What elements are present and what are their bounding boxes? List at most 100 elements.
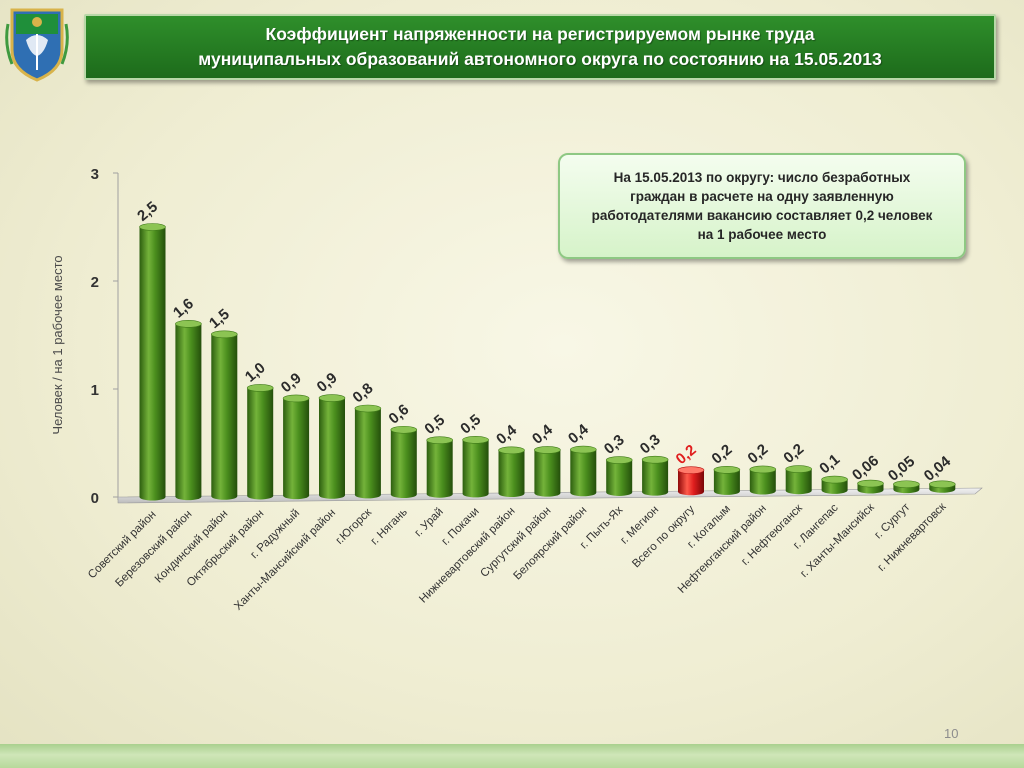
y-tick-label: 2 bbox=[91, 274, 99, 291]
title-line-1: Коэффициент напряженности на регистрируе… bbox=[265, 24, 815, 44]
bar bbox=[713, 465, 741, 495]
bar-body bbox=[606, 460, 633, 496]
bar-top bbox=[569, 445, 597, 454]
value-label: 1,6 bbox=[170, 295, 197, 321]
value-label: 0,1 bbox=[816, 451, 843, 477]
category-label: г. Нефтеюганск bbox=[739, 502, 805, 568]
value-label: 0,06 bbox=[849, 452, 882, 484]
bar-top bbox=[354, 404, 382, 413]
footer-strip bbox=[0, 744, 1024, 768]
bar-body bbox=[283, 398, 310, 500]
callout-line-3: работодателями вакансию составляет 0,2 ч… bbox=[591, 208, 933, 223]
bar-body bbox=[211, 334, 238, 500]
value-label: 0,9 bbox=[278, 370, 305, 396]
bar bbox=[857, 479, 884, 494]
bar bbox=[282, 394, 310, 500]
category-label: г. Нягань bbox=[369, 506, 410, 547]
summary-callout: На 15.05.2013 по округу: число безработн… bbox=[558, 153, 966, 259]
bar bbox=[821, 475, 848, 494]
bar bbox=[749, 465, 777, 495]
value-label: 0,3 bbox=[637, 431, 664, 457]
bar bbox=[498, 446, 525, 497]
bar bbox=[390, 425, 418, 499]
bar bbox=[318, 394, 346, 499]
bar-top bbox=[426, 436, 454, 445]
bar bbox=[641, 455, 669, 496]
bar-top bbox=[605, 456, 633, 464]
bar bbox=[605, 456, 633, 496]
bar-body bbox=[175, 323, 202, 501]
bar-body bbox=[713, 469, 740, 495]
y-tick-label: 1 bbox=[91, 382, 99, 399]
bar-top bbox=[928, 480, 956, 489]
value-label: 0,05 bbox=[885, 453, 918, 485]
value-label: 0,4 bbox=[493, 421, 520, 448]
y-axis-title: Человек / на 1 рабочее место bbox=[50, 255, 65, 434]
value-label: 0,4 bbox=[529, 421, 556, 448]
bar-top bbox=[893, 480, 920, 489]
bar-top bbox=[211, 330, 238, 339]
bar bbox=[928, 480, 956, 493]
bar bbox=[211, 330, 238, 500]
bar-body bbox=[390, 429, 417, 499]
khmao-coat-of-arms-icon bbox=[4, 4, 70, 84]
bar-top bbox=[318, 394, 346, 402]
bar-top bbox=[749, 465, 777, 474]
bar-body bbox=[534, 449, 561, 497]
value-label: 0,3 bbox=[601, 431, 628, 457]
value-label: 0,4 bbox=[565, 421, 592, 448]
bar-top bbox=[282, 394, 310, 403]
bar-top bbox=[139, 223, 166, 231]
title-banner: Коэффициент напряженности на регистрируе… bbox=[84, 14, 996, 80]
title-line-2: муниципальных образований автономного ок… bbox=[198, 49, 882, 69]
bar-body bbox=[785, 469, 812, 495]
bar bbox=[569, 445, 597, 497]
bar bbox=[246, 384, 274, 500]
bar-top bbox=[462, 436, 489, 444]
bar-body bbox=[139, 227, 166, 501]
bar bbox=[893, 480, 920, 494]
value-label: 0,8 bbox=[350, 380, 377, 406]
bar-body bbox=[749, 469, 776, 495]
bar-top bbox=[498, 446, 525, 455]
bar-body bbox=[678, 470, 704, 496]
category-label: г.Югорск bbox=[334, 506, 375, 547]
page-number: 10 bbox=[944, 726, 959, 741]
bar bbox=[462, 436, 489, 498]
bar-body bbox=[319, 398, 345, 499]
bar-body bbox=[247, 387, 274, 500]
value-label: 0,6 bbox=[385, 401, 412, 427]
bar bbox=[677, 466, 705, 496]
bar-body bbox=[354, 408, 381, 499]
y-tick-label: 0 bbox=[91, 490, 99, 507]
value-label: 0,5 bbox=[421, 412, 448, 438]
bar bbox=[426, 436, 454, 498]
bar-body bbox=[426, 440, 453, 498]
bar-body bbox=[498, 450, 525, 497]
value-label: 0,9 bbox=[314, 369, 341, 395]
value-label: 0,2 bbox=[673, 441, 700, 467]
bar-top bbox=[246, 384, 274, 392]
category-label: Советский район bbox=[86, 509, 159, 582]
bar-top bbox=[534, 446, 561, 454]
value-label: 0,2 bbox=[780, 440, 807, 466]
value-label: 0,5 bbox=[457, 411, 484, 437]
value-label: 0,04 bbox=[921, 453, 955, 485]
category-label: г. Урай bbox=[412, 506, 445, 539]
bar-top bbox=[677, 466, 705, 474]
bar-top bbox=[857, 479, 884, 488]
bar bbox=[785, 465, 813, 495]
bar bbox=[175, 320, 202, 501]
bar-top bbox=[641, 455, 669, 464]
bar-top bbox=[713, 465, 741, 474]
value-label: 0,2 bbox=[709, 441, 736, 467]
bar-body bbox=[570, 449, 597, 497]
category-label: Всего по округу bbox=[630, 503, 697, 570]
value-label: 1,0 bbox=[242, 359, 269, 385]
bar-body bbox=[462, 439, 489, 498]
callout-line-2: граждан в расчете на одну заявленную bbox=[630, 189, 894, 204]
callout-line-4: на 1 рабочее место bbox=[697, 227, 827, 242]
category-label: г. Нижневартовск bbox=[875, 500, 949, 574]
value-label: 0,2 bbox=[744, 441, 771, 467]
